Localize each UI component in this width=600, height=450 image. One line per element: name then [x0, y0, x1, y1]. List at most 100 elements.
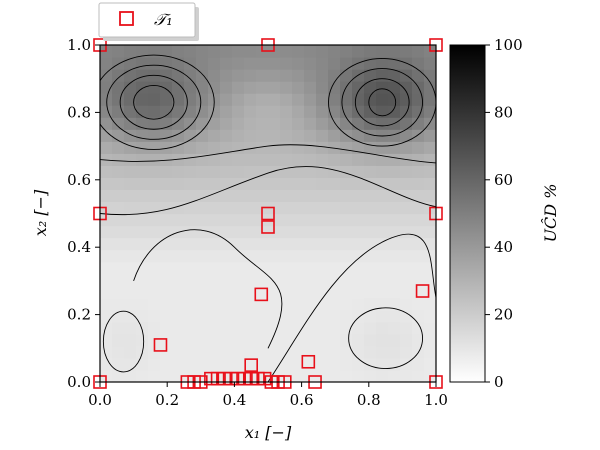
heat-cell — [400, 141, 413, 154]
heat-cell — [376, 297, 389, 311]
heat-cell — [256, 177, 269, 191]
heat-cell — [196, 357, 209, 371]
heat-cell — [148, 129, 161, 142]
heat-cell — [412, 189, 425, 203]
heat-cell — [280, 297, 293, 311]
heat-cell — [280, 129, 293, 142]
heat-cell — [400, 105, 413, 118]
heat-cell — [340, 213, 353, 227]
heat-cell — [304, 333, 317, 347]
heat-cell — [328, 69, 341, 82]
heat-cell — [280, 249, 293, 263]
heat-cell — [340, 225, 353, 239]
heat-cell — [352, 45, 365, 58]
heat-cell — [112, 117, 125, 130]
heat-cell — [220, 201, 233, 215]
heat-cell — [112, 333, 125, 347]
heat-cell — [172, 237, 185, 251]
heat-cell — [292, 165, 305, 178]
heat-cell — [184, 333, 197, 347]
heat-cell — [424, 93, 436, 106]
heat-cell — [352, 345, 365, 359]
heat-cell — [376, 273, 389, 287]
heat-cell — [172, 309, 185, 323]
heat-cell — [232, 297, 245, 311]
heat-cell — [256, 333, 269, 347]
heat-cell — [124, 345, 137, 359]
heat-cell — [376, 213, 389, 227]
heat-cell — [316, 273, 329, 287]
colorbar-ticks: 0 20 40 60 80 100 — [485, 36, 523, 391]
heat-cell — [316, 321, 329, 335]
heat-cell — [184, 105, 197, 118]
heat-cell — [232, 273, 245, 287]
heat-cell — [376, 105, 389, 118]
heat-cell — [136, 369, 149, 382]
heat-cell — [280, 345, 293, 359]
heat-cell — [292, 273, 305, 287]
heat-cell — [220, 93, 233, 106]
heat-cell — [100, 165, 113, 178]
heat-cell — [388, 213, 401, 227]
heat-cell — [160, 297, 173, 311]
heat-cell — [196, 93, 209, 106]
heat-cell — [364, 249, 377, 263]
x-tick-label: 1.0 — [424, 391, 448, 409]
heat-cell — [100, 321, 113, 335]
heat-cell — [184, 45, 197, 58]
heat-cell — [112, 141, 125, 154]
heat-cell — [208, 153, 221, 166]
heat-cell — [352, 369, 365, 382]
heat-cell — [268, 309, 281, 323]
heat-cell — [232, 117, 245, 130]
heat-cell — [376, 225, 389, 239]
heat-cell — [316, 57, 329, 70]
heat-cell — [304, 213, 317, 227]
heat-cell — [148, 45, 161, 58]
heat-cell — [340, 57, 353, 70]
heat-cell — [352, 117, 365, 130]
heat-cell — [268, 57, 281, 70]
heat-cell — [268, 249, 281, 263]
heat-cell — [172, 189, 185, 203]
heat-cell — [256, 165, 269, 178]
heat-cell — [316, 297, 329, 311]
heat-cell — [208, 141, 221, 154]
heat-cell — [340, 69, 353, 82]
heat-cell — [112, 165, 125, 178]
heat-cell — [304, 249, 317, 263]
heat-cell — [124, 357, 137, 371]
heat-cell — [280, 177, 293, 191]
heat-cell — [316, 105, 329, 118]
heat-cell — [280, 105, 293, 118]
heat-cell — [268, 129, 281, 142]
heat-cell — [244, 285, 257, 299]
heat-cell — [220, 261, 233, 275]
heat-cell — [340, 189, 353, 203]
heat-cell — [412, 369, 425, 382]
heat-cell — [340, 201, 353, 215]
heat-cell — [196, 81, 209, 94]
legend-box — [98, 2, 196, 38]
heat-cell — [184, 117, 197, 130]
heat-cell — [244, 117, 257, 130]
heat-cell — [364, 153, 377, 166]
y-tick-label: 0.8 — [67, 103, 91, 121]
heat-cell — [352, 81, 365, 94]
heat-cell — [280, 81, 293, 94]
heat-cell — [232, 345, 245, 359]
colorbar-tick-label: 20 — [494, 306, 513, 324]
heat-cell — [376, 285, 389, 299]
heat-cell — [100, 189, 113, 203]
heat-cell — [196, 165, 209, 178]
heat-cell — [208, 129, 221, 142]
heat-cell — [316, 153, 329, 166]
heat-cell — [208, 345, 221, 359]
heat-cell — [316, 225, 329, 239]
heat-cell — [328, 177, 341, 191]
heat-cell — [172, 357, 185, 371]
heat-cell — [112, 57, 125, 70]
heat-cell — [400, 177, 413, 191]
heat-cell — [100, 57, 113, 70]
